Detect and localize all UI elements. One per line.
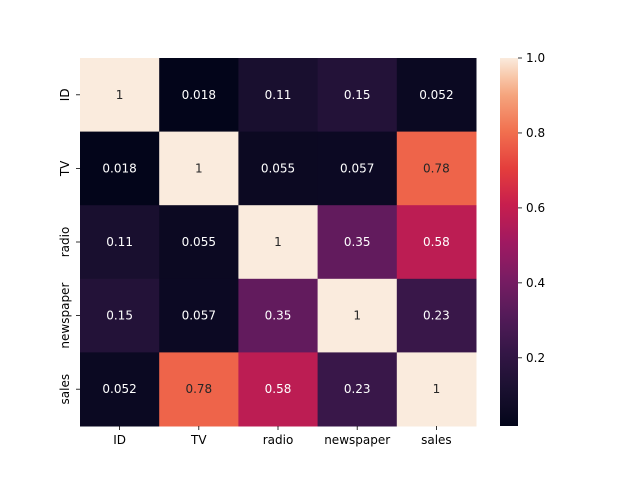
heatmap-cell (159, 205, 239, 280)
heatmap-cell (159, 58, 239, 133)
cell-value-label: 0.78 (185, 382, 212, 396)
heatmap-cell (238, 131, 319, 206)
cell-value-label: 0.23 (423, 309, 450, 323)
cell-value-label: 0.052 (419, 88, 453, 102)
heatmap-cell (396, 205, 477, 280)
heatmap-cell (317, 58, 398, 133)
y-tick-label: sales (58, 374, 72, 405)
cell-value-label: 0.58 (423, 235, 450, 249)
x-tick-label: newspaper (324, 433, 390, 447)
heatmap-cells (80, 58, 477, 427)
heatmap-cell-labels: 1 0.018 0.11 0.15 0.052 0.018 1 0.055 0.057 0.78 0… (102, 88, 453, 396)
heatmap-cell (238, 352, 319, 427)
x-tick-label: TV (190, 433, 207, 447)
cell-value-label: 0.052 (102, 382, 136, 396)
colorbar: 0.2 0.4 0.6 0.8 1.0 (500, 51, 545, 426)
y-axis: ID TV radio newspaper sales (58, 88, 80, 404)
heatmap-cell (80, 58, 160, 133)
cell-value-label: 1 (433, 382, 441, 396)
cell-value-label: 0.15 (344, 88, 371, 102)
heatmap-cell (159, 278, 239, 353)
cell-value-label: 0.23 (344, 382, 371, 396)
cell-value-label: 0.35 (344, 235, 371, 249)
cell-value-label: 0.018 (182, 88, 216, 102)
heatmap-cell (159, 131, 239, 206)
cell-value-label: 0.018 (102, 161, 136, 175)
x-axis: ID TV radio newspaper sales (113, 426, 452, 447)
heatmap-cell (396, 131, 477, 206)
cell-value-label: 1 (274, 235, 282, 249)
cell-value-label: 0.58 (265, 382, 292, 396)
cell-value-label: 1 (353, 309, 361, 323)
colorbar-tick-label: 0.8 (526, 126, 545, 140)
cell-value-label: 0.35 (265, 309, 292, 323)
cell-value-label: 0.057 (182, 309, 216, 323)
cell-value-label: 0.11 (265, 88, 292, 102)
heatmap-cell (238, 278, 319, 353)
heatmap-cell (238, 58, 319, 133)
heatmap-cell (238, 205, 319, 280)
colorbar-tick-label: 0.6 (526, 201, 545, 215)
heatmap-cell (317, 131, 398, 206)
cell-value-label: 0.055 (182, 235, 216, 249)
x-tick-label: sales (421, 433, 452, 447)
colorbar-tick-label: 0.2 (526, 351, 545, 365)
heatmap-cell (80, 352, 160, 427)
x-tick-label: ID (113, 433, 126, 447)
cell-value-label: 0.057 (340, 161, 374, 175)
y-tick-label: TV (58, 160, 72, 177)
heatmap-cell (159, 352, 239, 427)
colorbar-ticks: 0.2 0.4 0.6 0.8 1.0 (518, 51, 545, 365)
heatmap-cell (396, 352, 477, 427)
colorbar-tick-label: 1.0 (526, 51, 545, 65)
y-tick-label: newspaper (58, 283, 72, 349)
x-tick-label: radio (263, 433, 294, 447)
y-tick-label: radio (58, 227, 72, 258)
colorbar-tick-label: 0.4 (526, 276, 545, 290)
cell-value-label: 1 (116, 88, 124, 102)
cell-value-label: 0.15 (106, 309, 133, 323)
heatmap-cell (317, 278, 398, 353)
heatmap-cell (317, 352, 398, 427)
heatmap-cell (396, 278, 477, 353)
cell-value-label: 0.11 (106, 235, 133, 249)
heatmap-cell (317, 205, 398, 280)
heatmap-cell (80, 278, 160, 353)
cell-value-label: 0.78 (423, 161, 450, 175)
cell-value-label: 1 (195, 161, 203, 175)
colorbar-gradient (500, 58, 518, 426)
y-tick-label: ID (58, 88, 72, 101)
heatmap-cell (80, 131, 160, 206)
cell-value-label: 0.055 (261, 161, 295, 175)
heatmap-cell (80, 205, 160, 280)
heatmap-cell (396, 58, 477, 133)
